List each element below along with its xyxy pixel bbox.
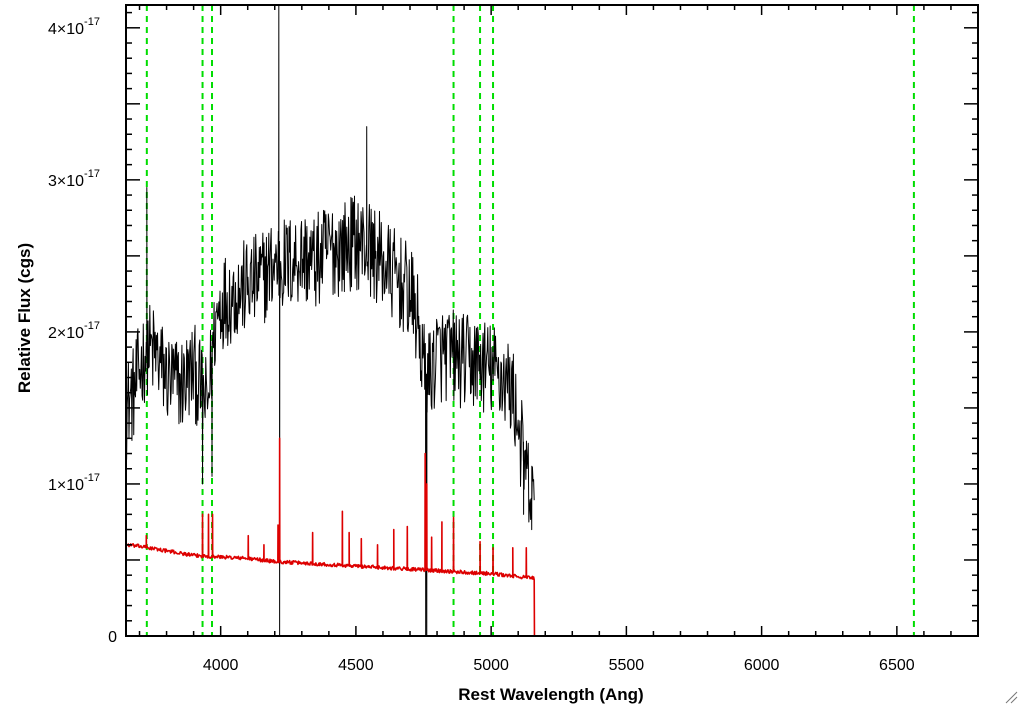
series-line-model xyxy=(125,437,978,637)
resize-grip-icon[interactable] xyxy=(1004,690,1018,704)
series-layer xyxy=(125,4,978,637)
x-tick-label: 4000 xyxy=(203,657,239,674)
x-tick-label: 6500 xyxy=(879,657,915,674)
y-tick-label: 4×10-17 xyxy=(48,16,100,38)
x-tick-label: 4500 xyxy=(338,657,374,674)
x-tick-label: 6000 xyxy=(744,657,780,674)
x-axis-title: Rest Wavelength (Ang) xyxy=(458,685,643,704)
y-tick-label: 0 xyxy=(108,629,117,646)
y-tick-label: 1×10-17 xyxy=(48,472,100,494)
plot-frame xyxy=(125,4,979,637)
x-tick-label: 5000 xyxy=(473,657,509,674)
series-line-observed xyxy=(125,4,535,637)
x-tick-label: 5500 xyxy=(609,657,645,674)
y-tick-label: 2×10-17 xyxy=(48,320,100,342)
emission-line-markers xyxy=(145,5,915,636)
y-tick-label: 3×10-17 xyxy=(48,168,100,190)
x-axis-ticks: 4000 4500 5000 5500 6000 6500 xyxy=(138,5,979,674)
y-axis-title: Relative Flux (cgs) xyxy=(15,243,34,393)
